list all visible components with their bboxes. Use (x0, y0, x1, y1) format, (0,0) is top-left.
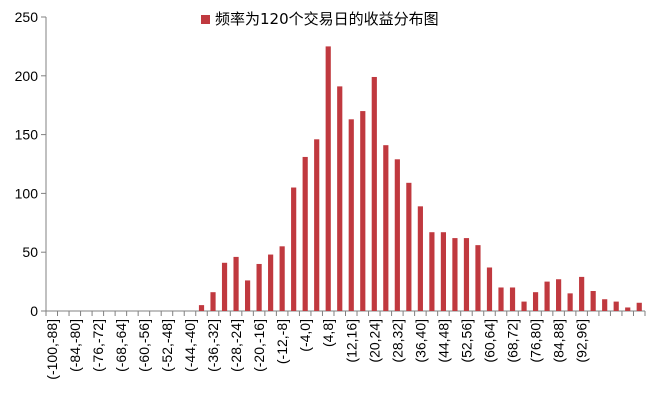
x-tick-label: (92,96] (574, 319, 590, 363)
histogram-bar (567, 293, 573, 311)
x-tick-label: (36,40] (412, 319, 428, 363)
histogram-bar (475, 245, 481, 311)
histogram-bar (556, 279, 562, 311)
x-tick-label: (4,8] (320, 319, 336, 347)
histogram-bar (256, 263, 262, 311)
histogram-bar (532, 292, 539, 311)
y-tick-label: 250 (15, 9, 39, 25)
x-tick-label: (-100,-88] (44, 319, 60, 380)
x-tick-label: (-44,-40] (182, 319, 198, 372)
histogram-bar (636, 302, 642, 311)
y-tick-label: 50 (22, 244, 38, 260)
x-tick-label: (-60,-56] (136, 319, 152, 372)
histogram-bar (383, 145, 389, 311)
histogram-bar (463, 238, 470, 311)
histogram-bar (279, 246, 285, 311)
histogram-bar (325, 46, 331, 312)
x-tick-label: (-4,0] (297, 319, 313, 352)
legend-label: 频率为120个交易日的收益分布图 (215, 10, 439, 28)
x-tick-label: (-68,-64] (113, 319, 129, 372)
histogram-bar (314, 139, 320, 311)
histogram-bar (302, 156, 308, 311)
x-tick-label: (60,64] (481, 319, 497, 363)
x-tick-label: (52,56] (458, 319, 474, 363)
histogram-bar (371, 76, 377, 311)
histogram-bar (198, 305, 205, 311)
x-tick-label: (-28,-24] (228, 319, 244, 372)
histogram-bar (498, 287, 504, 311)
x-tick-label: (76,80] (528, 319, 544, 363)
y-tick-label: 200 (15, 68, 39, 84)
histogram-bar (268, 254, 274, 311)
x-tick-label: (-84,-80] (67, 319, 83, 372)
x-tick-label: (-20,-16] (251, 319, 267, 372)
histogram-bar (590, 291, 596, 311)
histogram-bar (440, 232, 447, 311)
histogram-bar (521, 301, 527, 311)
histogram-bar (544, 281, 550, 311)
x-tick-label: (-36,-32] (205, 319, 221, 372)
x-tick-label: (28,32] (389, 319, 405, 363)
histogram-bar (625, 307, 631, 311)
histogram-bar (579, 276, 585, 311)
histogram-bar (417, 206, 423, 311)
y-tick-label: 150 (15, 127, 39, 143)
histogram-bar (452, 238, 458, 311)
histogram-bar (602, 299, 608, 311)
x-tick-label: (44,48] (435, 319, 451, 363)
histogram-bar (406, 182, 412, 311)
histogram-bar (210, 292, 216, 311)
histogram-bar (337, 86, 343, 311)
y-tick-label: 0 (30, 303, 38, 319)
histogram-bar (509, 287, 516, 311)
x-tick-label: (68,72] (505, 319, 521, 363)
x-tick-label: (20,24] (366, 319, 382, 363)
histogram-bar (244, 280, 251, 311)
x-tick-label: (-76,-72] (90, 319, 106, 372)
histogram-bar (360, 111, 366, 311)
legend-swatch (201, 15, 210, 24)
histogram-bar (291, 187, 297, 311)
histogram-bar (348, 119, 354, 311)
histogram-bar (613, 301, 619, 311)
histogram-bar (233, 256, 239, 311)
histogram-bar (221, 262, 228, 311)
histogram-bar (486, 267, 493, 311)
x-tick-label: (-12,-8] (274, 319, 290, 364)
x-tick-label: (12,16] (343, 319, 359, 363)
histogram-bar (394, 159, 400, 311)
x-tick-label: (84,88] (551, 319, 567, 363)
histogram-bar (429, 232, 435, 311)
x-tick-label: (-52,-48] (159, 319, 175, 372)
y-tick-label: 100 (15, 185, 39, 201)
